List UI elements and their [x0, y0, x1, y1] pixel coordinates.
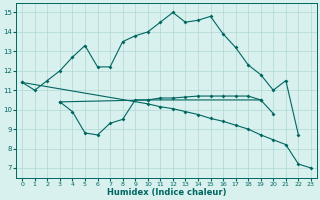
- X-axis label: Humidex (Indice chaleur): Humidex (Indice chaleur): [107, 188, 226, 197]
